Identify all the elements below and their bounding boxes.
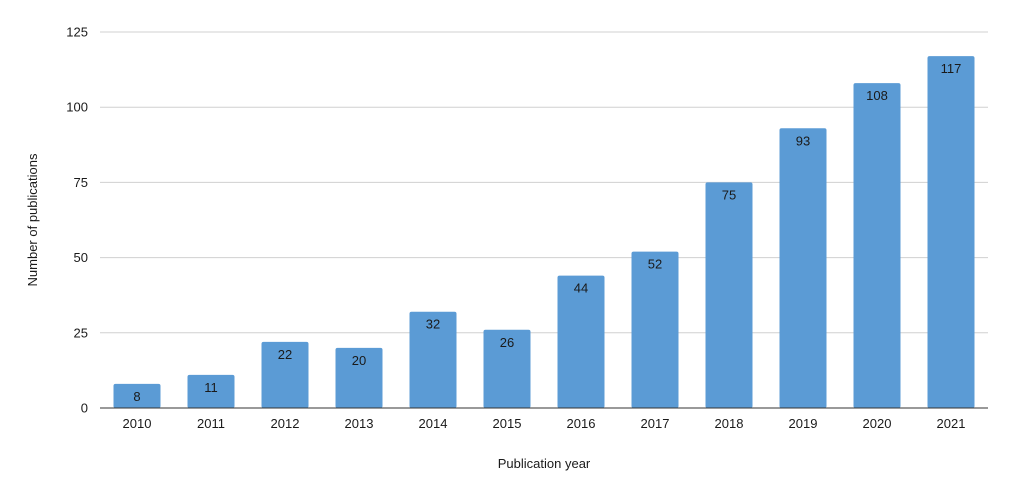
y-axis-ticks: 0 25 50 75 100 125 (66, 25, 88, 416)
data-label-2012: 22 (278, 347, 292, 362)
x-tick-label: 2020 (863, 416, 892, 431)
bar-2010 (113, 383, 161, 408)
data-label-2011: 11 (204, 380, 218, 395)
y-tick-label: 0 (81, 401, 88, 416)
x-tick-label: 2016 (567, 416, 596, 431)
gridlines (100, 31, 988, 334)
x-tick-label: 2011 (197, 416, 225, 431)
bar-2021 (927, 56, 975, 409)
x-tick-label: 2013 (345, 416, 374, 431)
bar-2016 (557, 275, 605, 408)
data-label-2017: 52 (648, 257, 662, 272)
bar-2014 (409, 311, 457, 408)
x-tick-label: 2019 (789, 416, 818, 431)
bar-2015 (483, 329, 531, 408)
data-label-2016: 44 (574, 281, 588, 296)
x-tick-label: 2012 (271, 416, 300, 431)
bar-2020 (853, 83, 901, 409)
x-axis-ticks: 2010 2011 2012 2013 2014 2015 2016 2017 2018 2019… (123, 416, 966, 431)
y-tick-label: 100 (66, 100, 88, 115)
y-tick-label: 75 (74, 175, 88, 190)
x-tick-label: 2017 (641, 416, 670, 431)
data-label-2019: 93 (796, 133, 810, 148)
bar-2018 (705, 182, 753, 408)
data-label-2021: 117 (941, 61, 962, 76)
bar-2013 (335, 347, 383, 408)
x-axis-title: Publication year (498, 456, 591, 471)
data-label-2018: 75 (722, 187, 736, 202)
data-label-2014: 32 (426, 317, 440, 332)
bars (113, 56, 975, 409)
bar-2012 (261, 341, 309, 408)
y-tick-label: 125 (66, 25, 88, 40)
data-label-2010: 8 (133, 389, 140, 404)
data-label-2015: 26 (500, 335, 514, 350)
bar-2017 (631, 251, 679, 408)
x-tick-label: 2010 (123, 416, 152, 431)
y-tick-label: 25 (74, 325, 88, 340)
data-labels: 8 11 22 20 32 26 44 52 75 93 108 117 (133, 61, 961, 404)
data-label-2020: 108 (866, 88, 888, 103)
x-tick-label: 2014 (419, 416, 448, 431)
bar-2019 (779, 128, 827, 409)
y-axis-title: Number of publications (25, 153, 40, 286)
bar-2011 (187, 374, 235, 408)
x-tick-label: 2018 (715, 416, 744, 431)
data-label-2013: 20 (352, 353, 366, 368)
x-tick-label: 2021 (937, 416, 966, 431)
y-tick-label: 50 (74, 250, 88, 265)
x-tick-label: 2015 (493, 416, 522, 431)
